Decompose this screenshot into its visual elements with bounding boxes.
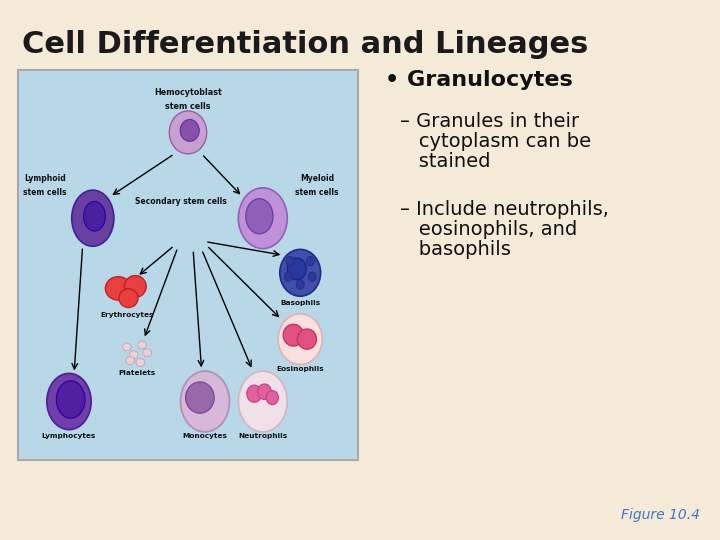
Text: Hemocytoblast: Hemocytoblast (154, 89, 222, 97)
Ellipse shape (72, 190, 114, 246)
Text: stained: stained (400, 152, 490, 171)
Ellipse shape (47, 374, 91, 430)
Ellipse shape (296, 280, 305, 289)
Text: stem cells: stem cells (295, 188, 339, 197)
Text: Secondary stem cells: Secondary stem cells (135, 198, 227, 206)
Ellipse shape (119, 289, 138, 307)
Ellipse shape (280, 249, 320, 296)
Ellipse shape (136, 359, 145, 367)
Text: cytoplasm can be: cytoplasm can be (400, 132, 591, 151)
Ellipse shape (126, 356, 135, 365)
Text: Lymphoid: Lymphoid (24, 174, 66, 183)
Ellipse shape (186, 382, 214, 413)
Ellipse shape (238, 188, 287, 248)
Text: basophils: basophils (400, 240, 511, 259)
Ellipse shape (266, 390, 279, 404)
Text: Cell Differentiation and Lineages: Cell Differentiation and Lineages (22, 30, 588, 59)
Ellipse shape (278, 314, 323, 364)
Ellipse shape (56, 381, 85, 418)
Text: • Granulocytes: • Granulocytes (385, 70, 572, 90)
Text: Platelets: Platelets (118, 370, 156, 376)
Ellipse shape (284, 272, 292, 281)
Text: Eosinophils: Eosinophils (276, 366, 324, 372)
Ellipse shape (287, 258, 306, 280)
Ellipse shape (286, 256, 294, 266)
Ellipse shape (297, 329, 317, 349)
Ellipse shape (84, 201, 105, 231)
Ellipse shape (169, 111, 207, 154)
Text: Myeloid: Myeloid (300, 174, 334, 183)
Ellipse shape (129, 351, 138, 359)
Text: stem cells: stem cells (166, 102, 211, 111)
Text: Lymphocytes: Lymphocytes (42, 433, 96, 438)
Ellipse shape (306, 256, 315, 266)
Text: stem cells: stem cells (24, 188, 67, 197)
Text: Monocytes: Monocytes (183, 433, 228, 438)
Ellipse shape (258, 384, 271, 400)
Ellipse shape (122, 343, 131, 351)
Ellipse shape (238, 371, 287, 432)
Ellipse shape (180, 119, 199, 141)
Text: Figure 10.4: Figure 10.4 (621, 508, 700, 522)
FancyBboxPatch shape (18, 70, 358, 460)
Text: Neutrophils: Neutrophils (238, 433, 287, 438)
Ellipse shape (246, 199, 273, 234)
Ellipse shape (138, 341, 147, 349)
Ellipse shape (125, 275, 146, 298)
Ellipse shape (143, 349, 152, 356)
Text: – Include neutrophils,: – Include neutrophils, (400, 200, 609, 219)
Text: Basophils: Basophils (280, 300, 320, 306)
Ellipse shape (181, 371, 230, 432)
Ellipse shape (283, 325, 304, 346)
Ellipse shape (105, 276, 131, 300)
Text: Erythrocytes: Erythrocytes (100, 312, 153, 318)
Ellipse shape (308, 272, 316, 281)
Text: eosinophils, and: eosinophils, and (400, 220, 577, 239)
Text: – Granules in their: – Granules in their (400, 112, 579, 131)
Ellipse shape (247, 385, 262, 402)
